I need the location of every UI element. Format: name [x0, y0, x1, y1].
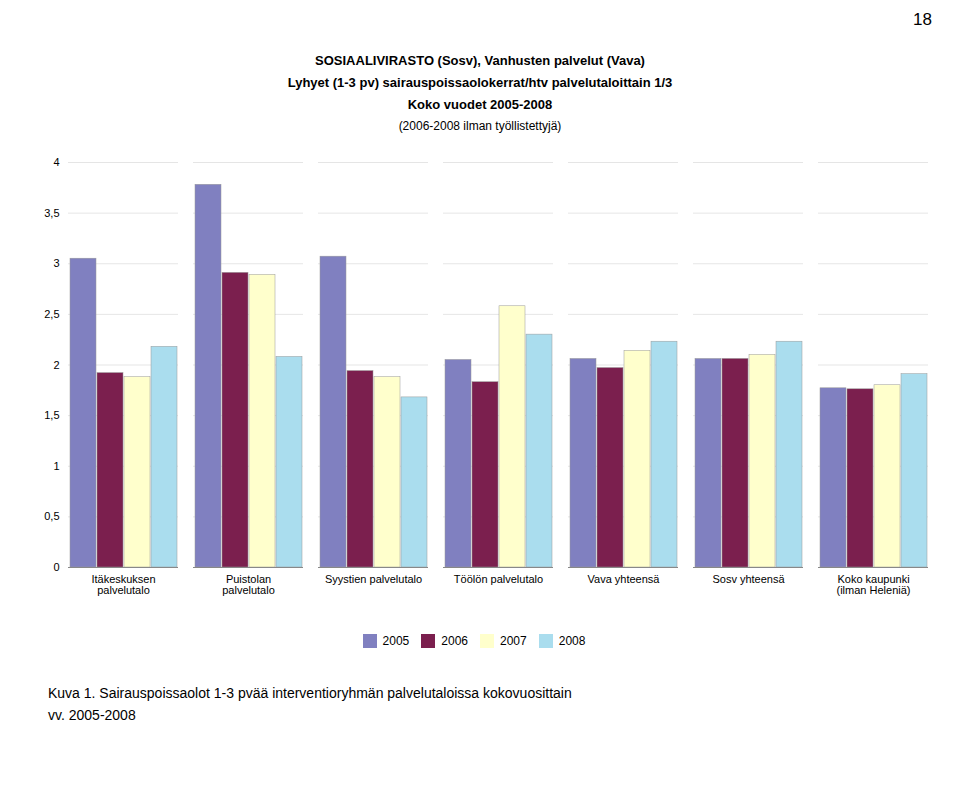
html-text:18: 18 — [913, 10, 932, 29]
html-text:Lyhyet (1-3 pv) sairauspoissao: Lyhyet (1-3 pv) sairauspoissaolokerrat/h… — [287, 75, 673, 91]
html-text:2008: 2008 — [558, 634, 586, 649]
html-text:2005: 2005 — [382, 634, 410, 649]
html-text:2006: 2006 — [441, 634, 468, 649]
svg-text:Syystien palvelutalo: Syystien palvelutalo — [325, 573, 422, 585]
svg-text:2: 2 — [53, 358, 59, 370]
html-text:Kuva 1. Sairauspoissaolot 1-3: Kuva 1. Sairauspoissaolot 1-3 pvää inter… — [48, 684, 572, 701]
svg-text:Koko kaupunki(ilman Heleniä): Koko kaupunki(ilman Heleniä) — [837, 573, 911, 596]
svg-text:1,5: 1,5 — [44, 409, 59, 421]
svg-text:1: 1 — [53, 459, 59, 471]
svg-text:0: 0 — [53, 561, 59, 573]
svg-text:Vava yhteensä: Vava yhteensä — [588, 573, 661, 585]
svg-text:3: 3 — [53, 257, 59, 269]
svg-text:4: 4 — [53, 156, 59, 168]
svg-text:Itäkeskuksenpalvelutalo: Itäkeskuksenpalvelutalo — [91, 573, 155, 596]
svg-text:3,5: 3,5 — [44, 206, 59, 218]
html-text:(2006-2008 ilman työllistettyj: (2006-2008 ilman työllistettyjä) — [398, 119, 562, 134]
svg-text:0,5: 0,5 — [44, 510, 59, 522]
html-text:SOSIAALIVIRASTO (Sosv), Vanhus: SOSIAALIVIRASTO (Sosv), Vanhusten palvel… — [315, 53, 645, 68]
html-text:vv. 2005-2008: vv. 2005-2008 — [48, 707, 136, 724]
svg-text:2,5: 2,5 — [44, 308, 59, 320]
svg-text:Sosv yhteensä: Sosv yhteensä — [712, 573, 785, 585]
svg-text:Puistolanpalvelutalo: Puistolanpalvelutalo — [222, 573, 275, 596]
html-text:2007: 2007 — [500, 634, 527, 649]
html-text:Koko vuodet 2005-2008: Koko vuodet 2005-2008 — [407, 97, 553, 113]
svg-text:Töölön palvelutalo: Töölön palvelutalo — [454, 573, 543, 585]
